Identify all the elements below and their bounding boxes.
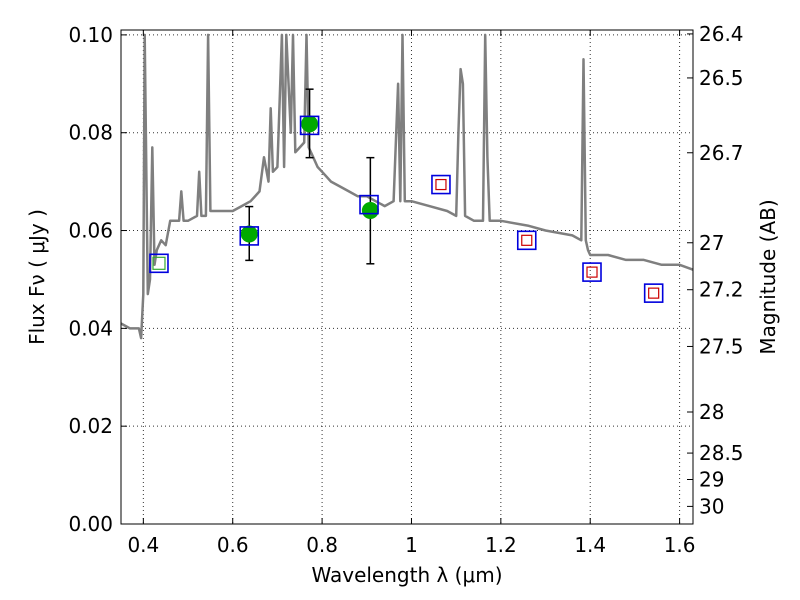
plot-frame bbox=[120, 29, 694, 525]
y-tick-label: 0.00 bbox=[68, 512, 113, 536]
x-tick-label: 1.4 bbox=[574, 533, 606, 557]
model-band-marker bbox=[435, 178, 447, 191]
y2-tick-label: 27.5 bbox=[699, 334, 744, 358]
x-tick-label: 0.8 bbox=[306, 533, 338, 557]
model-band-marker bbox=[152, 256, 166, 270]
band-flux-box bbox=[582, 262, 602, 282]
y2-tick-label: 28.5 bbox=[699, 441, 744, 465]
model-band-marker bbox=[586, 266, 598, 278]
model-band-marker bbox=[521, 234, 533, 246]
band-flux-box bbox=[643, 283, 664, 303]
band-flux-box bbox=[299, 115, 320, 136]
band-flux-box bbox=[149, 253, 169, 274]
axis-ticks: 0.4 0.6 0.8 1 1.2 1.4 1.6 0.00 0.02 0.04 0.06 0.08 0… bbox=[68, 22, 743, 557]
model-band-marker bbox=[648, 287, 660, 299]
y2-tick-label: 30 bbox=[699, 494, 724, 518]
model-spectrum-line bbox=[120, 33, 694, 340]
observed-point bbox=[240, 225, 258, 243]
x-tick-label: 0.6 bbox=[217, 533, 249, 557]
y-axis-label: Flux Fν ( μJy ) bbox=[25, 209, 49, 345]
y2-tick-label: 26.5 bbox=[699, 66, 744, 90]
band-flux-box bbox=[239, 226, 260, 246]
x-axis-label: Wavelength λ (μm) bbox=[311, 563, 502, 587]
y2-axis-label: Magnitude (AB) bbox=[756, 199, 780, 354]
x-tick-label: 1.2 bbox=[485, 533, 517, 557]
x-tick-label: 1.6 bbox=[664, 533, 696, 557]
y2-tick-label: 28 bbox=[699, 400, 724, 424]
x-tick-label: 1 bbox=[405, 533, 418, 557]
y-tick-label: 0.08 bbox=[68, 121, 113, 145]
y-tick-label: 0.04 bbox=[68, 316, 113, 340]
y-tick-label: 0.02 bbox=[68, 414, 113, 438]
observed-point bbox=[301, 115, 319, 133]
band-flux-box bbox=[431, 174, 451, 195]
x-tick-label: 0.4 bbox=[127, 533, 159, 557]
plot-data bbox=[120, 33, 694, 340]
band-flux-box bbox=[516, 230, 537, 251]
y-tick-label: 0.06 bbox=[68, 219, 113, 243]
x-axis-title: Wavelength λ (μm) bbox=[311, 563, 502, 587]
y2-tick-label: 27.2 bbox=[699, 278, 744, 302]
y2-tick-label: 29 bbox=[699, 467, 724, 491]
band-flux-box bbox=[359, 194, 379, 215]
y2-tick-label: 26.4 bbox=[699, 22, 744, 46]
y2-tick-label: 26.7 bbox=[699, 141, 744, 165]
y-tick-label: 0.10 bbox=[68, 23, 113, 47]
y2-tick-label: 27 bbox=[699, 231, 724, 255]
observed-point bbox=[361, 201, 379, 219]
